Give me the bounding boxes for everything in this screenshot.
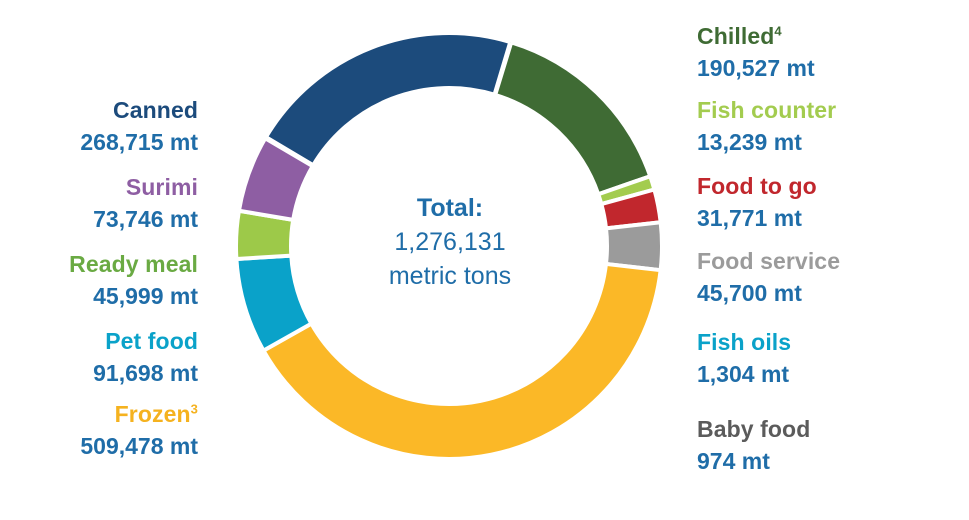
center-total: Total: 1,276,131 metric tons	[340, 194, 560, 291]
label-baby-food: Baby food 974 mt	[697, 418, 810, 473]
label-ready-meal-value: 45,999 mt	[93, 283, 198, 309]
total-value: 1,276,131	[394, 228, 506, 256]
slice-baby-food	[493, 41, 512, 96]
slice-frozen	[261, 261, 663, 461]
label-ready-meal: Ready meal 45,999 mt	[69, 253, 198, 308]
label-pet-food-name: Pet food	[105, 328, 198, 354]
label-food-service-name: Food service	[697, 248, 841, 274]
label-chilled: Chilled4 190,527 mt	[697, 23, 815, 81]
label-chilled-name: Chilled4	[697, 23, 782, 49]
label-frozen: Frozen3 509,478 mt	[80, 401, 198, 459]
slice-chilled	[493, 40, 653, 197]
total-title: Total:	[416, 194, 484, 222]
label-fish-counter-name: Fish counter	[697, 97, 837, 123]
label-fish-oils: Fish oils 1,304 mt	[697, 331, 791, 386]
label-fish-oils-value: 1,304 mt	[697, 361, 790, 387]
label-frozen-note: 3	[190, 401, 198, 417]
label-fish-counter-value: 13,239 mt	[697, 129, 802, 155]
label-chilled-note: 4	[774, 23, 782, 39]
label-fish-counter: Fish counter 13,239 mt	[697, 99, 836, 154]
label-frozen-value: 509,478 mt	[80, 433, 198, 459]
label-canned: Canned 268,715 mt	[80, 99, 198, 154]
label-pet-food-value: 91,698 mt	[93, 360, 198, 386]
label-food-service-value: 45,700 mt	[697, 280, 802, 306]
label-food-to-go-name: Food to go	[697, 173, 817, 199]
label-food-to-go-value: 31,771 mt	[697, 205, 802, 231]
label-baby-food-name: Baby food	[697, 416, 811, 442]
label-surimi-name: Surimi	[125, 174, 198, 200]
label-surimi-value: 73,746 mt	[93, 206, 198, 232]
label-pet-food: Pet food 91,698 mt	[93, 330, 198, 385]
label-food-to-go: Food to go 31,771 mt	[697, 175, 817, 230]
label-surimi: Surimi 73,746 mt	[93, 176, 198, 231]
label-frozen-name: Frozen3	[114, 401, 198, 427]
label-canned-name: Canned	[113, 97, 198, 123]
label-canned-value: 268,715 mt	[80, 129, 198, 155]
label-ready-meal-name: Ready meal	[69, 251, 198, 277]
slice-canned	[263, 31, 513, 168]
label-baby-food-value: 974 mt	[697, 448, 770, 474]
label-food-service: Food service 45,700 mt	[697, 250, 840, 305]
label-fish-oils-name: Fish oils	[697, 329, 792, 355]
label-chilled-value: 190,527 mt	[697, 55, 815, 81]
total-unit: metric tons	[388, 262, 512, 290]
